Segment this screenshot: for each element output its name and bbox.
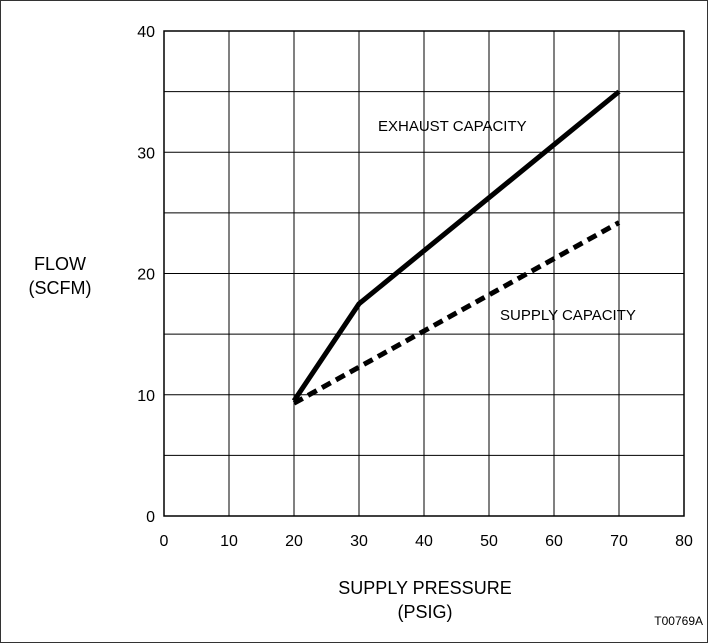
series-label-exhaust-capacity: EXHAUST CAPACITY [378,118,527,135]
y-tick-label: 10 [137,388,155,405]
x-axis-title-line1: SUPPLY PRESSURE [338,578,511,598]
x-tick-label: 30 [350,533,368,550]
y-tick-label: 0 [146,509,155,526]
figure-code: T00769A [654,614,703,628]
x-tick-labels: 0 10 20 30 40 50 60 70 80 [160,533,693,550]
x-tick-label: 80 [675,533,693,550]
x-tick-label: 20 [285,533,303,550]
x-tick-label: 0 [160,533,169,550]
x-tick-label: 50 [480,533,498,550]
y-axis-title-line1: FLOW [34,254,86,274]
series-line-exhaust-capacity [291,89,621,403]
series-lines [291,89,621,406]
y-axis-title-line2: (SCFM) [29,278,92,298]
series-label-supply-capacity: SUPPLY CAPACITY [500,307,636,324]
x-tick-label: 10 [220,533,238,550]
x-tick-label: 70 [610,533,628,550]
series-line-supply-capacity [292,220,621,406]
x-tick-label: 60 [545,533,563,550]
y-tick-label: 30 [137,145,155,162]
plot-area-border [163,30,685,517]
y-tick-label: 40 [137,24,155,41]
x-axis-title-line2: (PSIG) [397,602,452,622]
y-tick-label: 20 [137,267,155,284]
y-tick-labels: 0 10 20 30 40 [137,24,155,526]
x-tick-label: 40 [415,533,433,550]
